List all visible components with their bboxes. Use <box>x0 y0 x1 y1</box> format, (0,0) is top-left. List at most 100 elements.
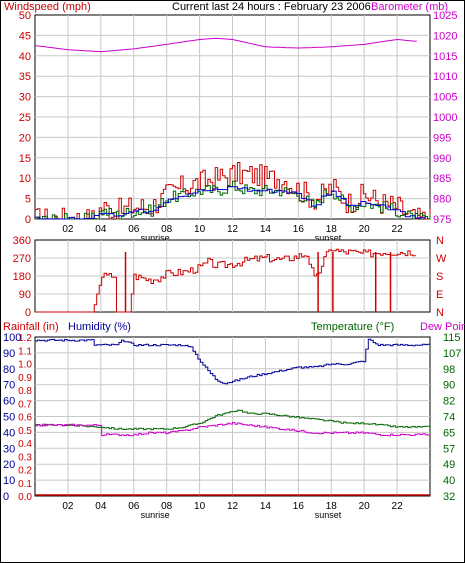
barometer-tick: 990 <box>433 153 451 165</box>
wind-panel-hour-tick: 18 <box>326 224 338 235</box>
windspeed-tick: 5 <box>25 194 31 206</box>
climate-panel-hour-tick: 20 <box>359 501 371 512</box>
temperature-tick: 107 <box>443 348 461 360</box>
temperature-tick: 32 <box>443 491 455 503</box>
windspeed-tick: 50 <box>19 10 31 22</box>
climate-panel-sunrise-label: sunrise <box>141 510 170 520</box>
windspeed-label: Windspeed (mph) <box>4 1 91 13</box>
rainfall-tick: 1.2 <box>18 333 32 344</box>
humidity-series <box>35 338 431 385</box>
rainfall-tick: 1.1 <box>18 346 32 357</box>
rainfall-tick: 0.4 <box>18 439 32 450</box>
wind-panel-hour-tick: 14 <box>260 224 272 235</box>
windspeed-tick: 10 <box>19 173 31 185</box>
windspeed-tick: 15 <box>19 153 31 165</box>
compass-label: E <box>436 289 443 301</box>
rainfall-tick: 0.1 <box>18 479 32 490</box>
humidity-tick: 40 <box>3 427 15 439</box>
windspeed-tick: 25 <box>19 112 31 124</box>
windspeed-tick: 20 <box>19 132 31 144</box>
temperature-label: Temperature (°F) <box>311 321 394 333</box>
rainfall-tick: 1.0 <box>18 360 32 371</box>
barometer-tick: 975 <box>433 214 451 226</box>
windspeed-tick: 40 <box>19 51 31 63</box>
compass-label: W <box>436 253 447 265</box>
temperature-tick: 65 <box>443 427 455 439</box>
humidity-tick: 30 <box>3 443 15 455</box>
wind-panel-hour-tick: 16 <box>293 224 305 235</box>
temperature-tick: 90 <box>443 380 455 392</box>
dewpoint-series <box>35 422 431 437</box>
rainfall-tick: 0.3 <box>18 452 32 463</box>
direction-tick: 0 <box>25 307 31 319</box>
rainfall-tick: 0.7 <box>18 399 32 410</box>
humidity-tick: 0 <box>3 491 9 503</box>
wind-direction-series <box>35 248 416 313</box>
barometer-tick: 1010 <box>433 71 457 83</box>
wind-panel-hour-tick: 04 <box>95 224 107 235</box>
compass-label: N <box>436 235 444 247</box>
humidity-tick: 10 <box>3 475 15 487</box>
temperature-tick: 49 <box>443 459 455 471</box>
rainfall-tick: 0.9 <box>18 373 32 384</box>
chart-title: Current last 24 hours : February 23 2006 <box>172 1 371 13</box>
climate-panel-hour-tick: 18 <box>326 501 338 512</box>
barometer-tick: 1015 <box>433 51 457 63</box>
wind-gust-series <box>35 162 431 220</box>
barometer-tick: 985 <box>433 173 451 185</box>
wind-panel-sunset-label: sunset <box>315 233 342 243</box>
wind-panel-hour-tick: 22 <box>392 224 404 235</box>
wind-panel-hour-tick: 20 <box>359 224 371 235</box>
direction-tick: 90 <box>19 289 31 301</box>
humidity-tick: 50 <box>3 412 15 424</box>
rainfall-label: Rainfall (in) <box>3 321 59 333</box>
wind-average-series <box>35 186 426 220</box>
direction-tick: 180 <box>13 271 31 283</box>
climate-panel-hour-tick: 16 <box>293 501 305 512</box>
humidity-tick: 90 <box>3 348 15 360</box>
wind-panel-hour-tick: 08 <box>161 224 173 235</box>
temperature-tick: 74 <box>443 412 455 424</box>
wind-panel-hour-tick: 10 <box>194 224 206 235</box>
barometer-series <box>34 37 417 53</box>
humidity-tick: 20 <box>3 459 15 471</box>
rainfall-tick: 0.6 <box>18 413 32 424</box>
wind-panel-hour-tick: 02 <box>62 224 74 235</box>
humidity-tick: 80 <box>3 364 15 376</box>
wind-panel-hour-tick: 12 <box>227 224 239 235</box>
barometer-label: Barometer (mb) <box>371 1 448 13</box>
windspeed-tick: 30 <box>19 92 31 104</box>
barometer-tick: 995 <box>433 132 451 144</box>
windspeed-tick: 45 <box>19 30 31 42</box>
rainfall-tick: 0.0 <box>18 492 32 503</box>
compass-label: N <box>436 307 444 319</box>
climate-panel-hour-tick: 14 <box>260 501 272 512</box>
barometer-tick: 1000 <box>433 112 457 124</box>
humidity-tick: 60 <box>3 396 15 408</box>
direction-tick: 360 <box>13 235 31 247</box>
barometer-tick: 1005 <box>433 92 457 104</box>
temperature-tick: 98 <box>443 364 455 376</box>
wind-panel-sunrise-label: sunrise <box>141 233 170 243</box>
dewpoint-label: Dew Point <box>420 321 465 333</box>
temperature-tick: 82 <box>443 396 455 408</box>
humidity-tick: 70 <box>3 380 15 392</box>
climate-panel-hour-tick: 10 <box>194 501 206 512</box>
wind-panel-hour-tick: 06 <box>128 224 140 235</box>
rainfall-tick: 0.2 <box>18 466 32 477</box>
windspeed-tick: 35 <box>19 71 31 83</box>
climate-panel-hour-tick: 02 <box>62 501 74 512</box>
temperature-tick: 40 <box>443 475 455 487</box>
climate-panel-hour-tick: 08 <box>161 501 173 512</box>
climate-panel-hour-tick: 22 <box>392 501 404 512</box>
temperature-tick: 57 <box>443 443 455 455</box>
climate-panel-hour-tick: 04 <box>95 501 107 512</box>
compass-label: S <box>436 271 443 283</box>
rainfall-tick: 0.8 <box>18 386 32 397</box>
humidity-label: Humidity (%) <box>68 321 131 333</box>
windspeed-tick: 0 <box>25 214 31 226</box>
climate-panel-hour-tick: 12 <box>227 501 239 512</box>
barometer-tick: 1025 <box>433 10 457 22</box>
climate-panel-hour-tick: 06 <box>128 501 140 512</box>
